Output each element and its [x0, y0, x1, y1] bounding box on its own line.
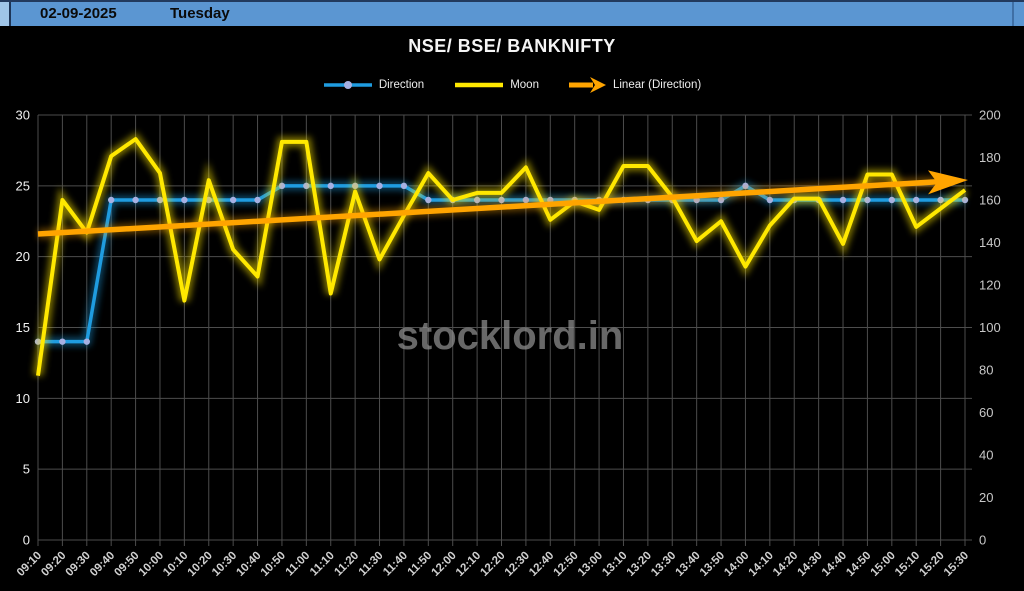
svg-text:09:30: 09:30	[64, 550, 93, 579]
svg-text:10:20: 10:20	[186, 550, 215, 579]
svg-text:09:20: 09:20	[39, 550, 68, 579]
svg-text:11:50: 11:50	[406, 550, 435, 579]
svg-text:13:50: 13:50	[698, 550, 727, 579]
svg-text:13:10: 13:10	[600, 550, 629, 579]
header-left-cell	[0, 2, 11, 26]
svg-text:11:40: 11:40	[381, 550, 410, 579]
header-date: 02-09-2025	[40, 5, 117, 22]
svg-text:60: 60	[979, 405, 993, 420]
svg-text:14:50: 14:50	[844, 550, 873, 579]
svg-text:5: 5	[23, 462, 30, 477]
legend-label-direction: Direction	[378, 79, 425, 91]
svg-text:14:30: 14:30	[795, 550, 824, 579]
svg-text:12:30: 12:30	[503, 550, 532, 579]
svg-text:09:40: 09:40	[88, 550, 117, 579]
svg-text:12:00: 12:00	[430, 550, 459, 579]
svg-text:11:30: 11:30	[357, 550, 386, 579]
chart-legend: Direction Moon Linear (Direction)	[0, 76, 1024, 94]
watermark: stocklord.in	[397, 314, 624, 358]
svg-text:11:00: 11:00	[284, 550, 313, 579]
svg-text:12:10: 12:10	[454, 550, 483, 579]
svg-text:13:40: 13:40	[673, 550, 702, 579]
svg-text:160: 160	[979, 193, 1001, 208]
svg-text:10:50: 10:50	[259, 550, 288, 579]
svg-text:15:30: 15:30	[942, 550, 971, 579]
svg-text:10: 10	[16, 391, 30, 406]
svg-text:0: 0	[23, 533, 30, 548]
svg-text:14:10: 14:10	[747, 550, 776, 579]
header-cell-divider	[1012, 2, 1014, 26]
moon-line-icon	[455, 82, 504, 88]
legend-item-moon: Moon	[454, 79, 539, 91]
svg-text:120: 120	[979, 278, 1001, 293]
svg-text:15:20: 15:20	[917, 550, 946, 579]
legend-label-moon: Moon	[510, 79, 539, 91]
svg-text:09:50: 09:50	[112, 550, 141, 579]
svg-text:14:00: 14:00	[722, 550, 751, 579]
svg-text:10:00: 10:00	[137, 550, 166, 579]
legend-item-direction: Direction	[323, 79, 424, 91]
svg-text:10:10: 10:10	[161, 550, 190, 579]
svg-text:100: 100	[979, 320, 1001, 335]
header-day: Tuesday	[170, 5, 230, 22]
direction-line-icon	[323, 81, 372, 89]
svg-text:15: 15	[16, 320, 30, 335]
svg-text:180: 180	[979, 150, 1001, 165]
svg-text:12:20: 12:20	[478, 550, 507, 579]
svg-text:14:20: 14:20	[771, 550, 800, 579]
svg-text:11:10: 11:10	[308, 550, 337, 579]
svg-text:140: 140	[979, 235, 1001, 250]
svg-text:80: 80	[979, 363, 993, 378]
svg-text:13:30: 13:30	[649, 550, 678, 579]
svg-text:10:30: 10:30	[210, 550, 239, 579]
svg-text:12:50: 12:50	[552, 550, 581, 579]
svg-text:0: 0	[979, 533, 986, 548]
legend-label-linear: Linear (Direction)	[612, 79, 702, 91]
svg-text:40: 40	[979, 448, 993, 463]
svg-text:13:00: 13:00	[576, 550, 605, 579]
svg-text:11:20: 11:20	[332, 550, 361, 579]
svg-text:25: 25	[16, 178, 30, 193]
svg-text:13:20: 13:20	[625, 550, 654, 579]
svg-text:12:40: 12:40	[527, 550, 556, 579]
date-header-bar: 02-09-2025 Tuesday	[0, 0, 1024, 26]
chart-series	[33, 132, 969, 377]
svg-text:15:00: 15:00	[869, 550, 898, 579]
svg-text:09:10: 09:10	[15, 550, 44, 579]
svg-text:30: 30	[16, 108, 30, 123]
svg-text:20: 20	[979, 490, 993, 505]
trend-arrow-icon	[568, 77, 606, 93]
chart-title: NSE/ BSE/ BANKNIFTY	[408, 36, 616, 56]
svg-text:15:10: 15:10	[893, 550, 922, 579]
svg-text:200: 200	[979, 108, 1001, 123]
svg-text:20: 20	[16, 249, 30, 264]
svg-text:14:40: 14:40	[820, 550, 849, 579]
legend-item-linear: Linear (Direction)	[568, 76, 702, 94]
svg-text:10:40: 10:40	[234, 550, 263, 579]
